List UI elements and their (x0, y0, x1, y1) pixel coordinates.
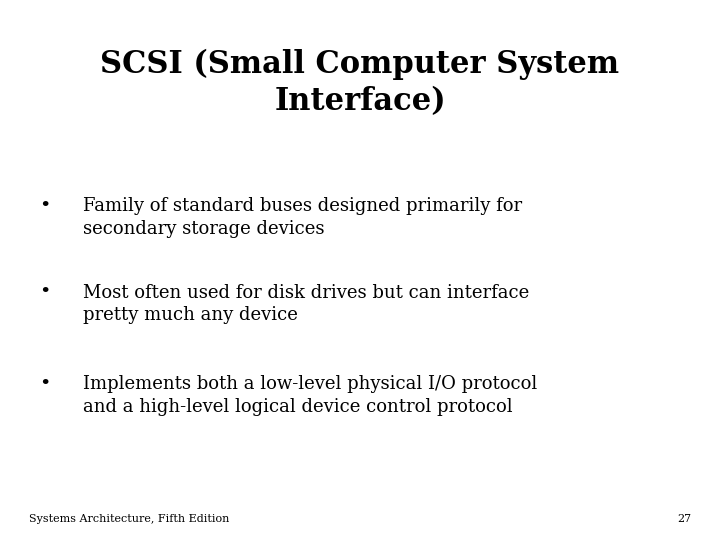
Text: SCSI (Small Computer System
Interface): SCSI (Small Computer System Interface) (100, 49, 620, 117)
Text: Family of standard buses designed primarily for
secondary storage devices: Family of standard buses designed primar… (83, 197, 522, 238)
Text: •: • (40, 197, 51, 215)
Text: Implements both a low-level physical I/O protocol
and a high-level logical devic: Implements both a low-level physical I/O… (83, 375, 537, 416)
Text: Systems Architecture, Fifth Edition: Systems Architecture, Fifth Edition (29, 514, 229, 524)
Text: •: • (40, 375, 51, 393)
Text: Most often used for disk drives but can interface
pretty much any device: Most often used for disk drives but can … (83, 284, 529, 325)
Text: 27: 27 (677, 514, 691, 524)
Text: •: • (40, 284, 51, 301)
